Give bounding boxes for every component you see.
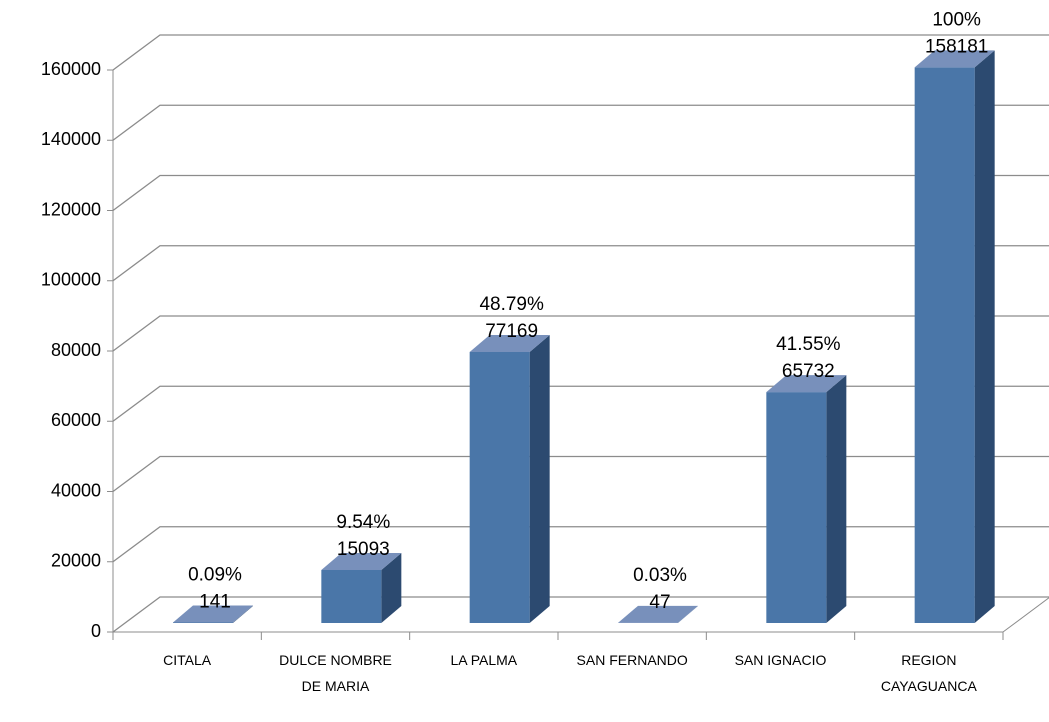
value-label: 77169 — [485, 321, 538, 342]
grid-line — [112, 596, 1049, 633]
bar-side — [678, 605, 698, 623]
floor-right — [1002, 597, 1049, 633]
percent-label: 41.55% — [776, 334, 841, 355]
y-tick-label: 0 — [91, 621, 101, 641]
grid-line — [112, 34, 1049, 71]
x-tick-label: REGION CAYAGUANCA — [880, 652, 977, 694]
y-tick-label: 60000 — [51, 410, 101, 430]
bar-top — [173, 605, 253, 623]
value-label: 141 — [199, 592, 231, 613]
y-tick-label: 140000 — [41, 129, 101, 149]
value-label: 47 — [649, 592, 670, 613]
bar-side — [974, 50, 995, 624]
y-tick-label: 100000 — [41, 270, 101, 290]
value-label: 65732 — [782, 361, 835, 382]
x-tick-label: LA PALMA — [450, 652, 518, 668]
y-tick-label: 40000 — [51, 480, 101, 500]
x-tick-label: SAN FERNANDO — [576, 652, 688, 668]
bar-side — [826, 375, 847, 623]
grid-line — [112, 526, 1049, 563]
grid-line — [112, 315, 1049, 352]
x-tick-label: CITALA — [163, 652, 212, 668]
y-tick-label: 80000 — [51, 340, 101, 360]
value-label: 158181 — [925, 36, 988, 57]
bar-top — [618, 605, 698, 623]
x-tick-label: DULCE NOMBRE DE MARIA — [279, 652, 392, 694]
bar-top — [469, 334, 550, 352]
grid-line — [112, 104, 1049, 141]
bar-side — [233, 605, 253, 623]
bar — [469, 351, 530, 623]
percent-label: 9.54% — [336, 512, 390, 533]
bar-top — [914, 50, 995, 68]
bar-side — [381, 552, 402, 623]
percent-label: 0.03% — [633, 565, 687, 586]
bar — [914, 67, 975, 624]
x-tick-label: SAN IGNACIO — [734, 652, 827, 668]
bar-top — [321, 552, 402, 570]
percent-label: 0.09% — [188, 565, 242, 586]
grid-line — [112, 245, 1049, 282]
percent-label: 100% — [932, 9, 981, 30]
bar-side — [529, 334, 550, 623]
y-tick-label: 160000 — [41, 59, 101, 79]
y-tick-label: 120000 — [41, 199, 101, 219]
bar — [766, 392, 827, 623]
bar-top — [766, 375, 847, 393]
value-label: 15093 — [337, 539, 390, 560]
grid-line — [112, 385, 1049, 422]
grid-line — [112, 455, 1049, 493]
grid-line — [112, 174, 1049, 212]
y-tick-label: 20000 — [51, 551, 101, 571]
percent-label: 48.79% — [479, 294, 544, 315]
bar — [321, 569, 382, 623]
